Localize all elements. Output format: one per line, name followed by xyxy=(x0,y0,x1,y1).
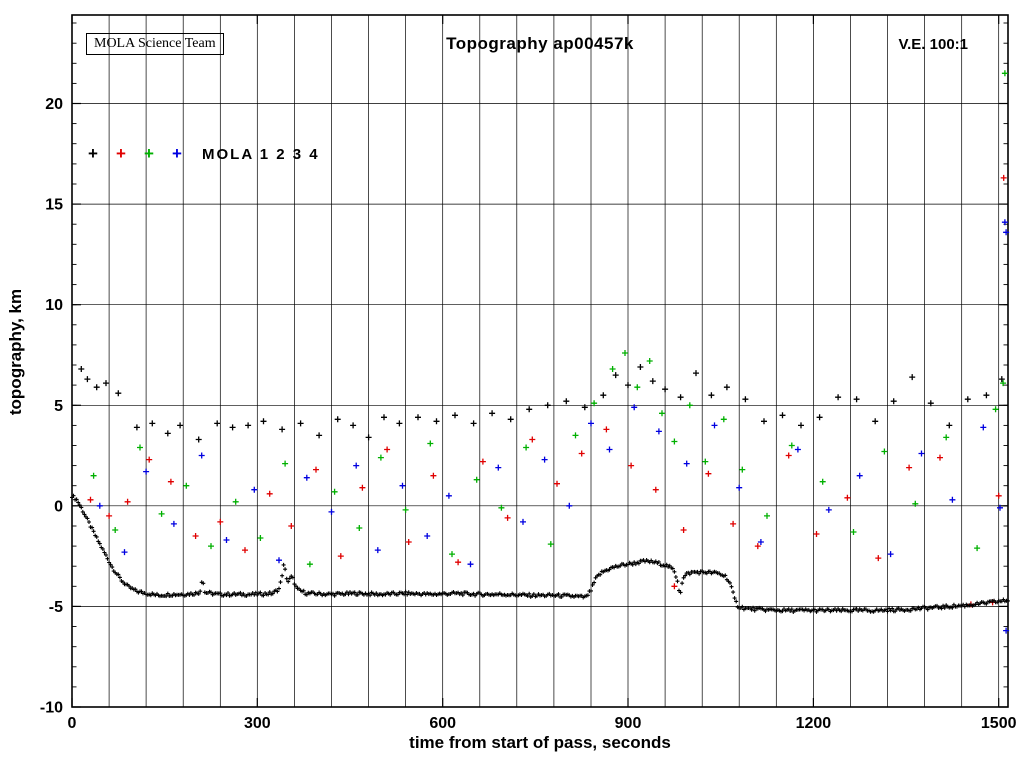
x-tick-label: 300 xyxy=(244,715,271,732)
x-tick-label: 1500 xyxy=(981,715,1017,732)
x-tick-label: 0 xyxy=(68,715,77,732)
y-tick-label: -10 xyxy=(40,700,63,717)
scatter-points-mola1 xyxy=(78,364,1005,443)
scatter-points-mola3 xyxy=(90,70,1008,568)
scatter-points-mola4 xyxy=(96,219,1010,634)
y-tick-label: -5 xyxy=(49,599,63,616)
y-tick-label: 5 xyxy=(54,398,63,415)
x-tick-label: 1200 xyxy=(796,715,832,732)
legend-label: MOLA 1 2 3 4 xyxy=(202,145,320,163)
science-team-box: MOLA Science Team xyxy=(86,33,224,55)
legend-marker-mola1: + xyxy=(88,144,98,163)
scatter-points-mola2 xyxy=(87,174,1007,608)
x-tick-label: 600 xyxy=(429,715,456,732)
y-tick-label: 20 xyxy=(45,96,63,113)
tick-labels: 0 300 600 900 1200 1500 -10 -5 0 5 10 15 20 xyxy=(40,96,1017,732)
legend-marker-mola4: + xyxy=(172,144,182,163)
y-tick-label: 10 xyxy=(45,297,63,314)
y-tick-label: 15 xyxy=(45,197,63,214)
plot-frame xyxy=(71,14,1009,708)
x-axis-title: time from start of pass, seconds xyxy=(409,733,671,752)
y-axis-title: topography, km xyxy=(6,288,25,416)
x-tick-label: 900 xyxy=(615,715,642,732)
vertical-exaggeration-label: V.E. 100:1 xyxy=(898,36,969,53)
legend: + + + + MOLA 1 2 3 4 xyxy=(88,144,320,164)
grid xyxy=(71,15,1008,708)
tick-marks xyxy=(71,15,1008,708)
legend-marker-mola2: + xyxy=(116,144,126,163)
profile-trace xyxy=(70,493,1010,614)
chart-title: Topography ap00457k xyxy=(446,34,634,53)
y-tick-label: 0 xyxy=(54,498,63,515)
legend-marker-mola3: + xyxy=(144,144,154,163)
